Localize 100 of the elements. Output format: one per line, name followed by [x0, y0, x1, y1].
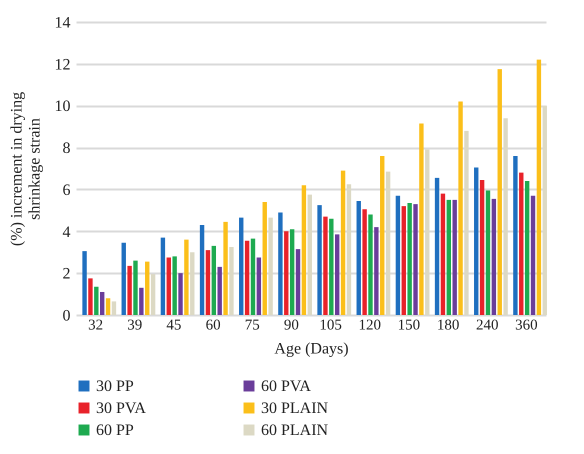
bar [413, 204, 418, 315]
bar [334, 234, 340, 315]
bar [212, 246, 216, 315]
x-tick-label: 90 [284, 318, 299, 334]
bar [317, 205, 322, 315]
x-axis-title: Age (Days) [274, 340, 349, 358]
bar [536, 60, 542, 315]
bar [380, 156, 384, 315]
x-tick-label: 32 [88, 318, 104, 334]
bar [94, 286, 99, 315]
bar [190, 252, 194, 315]
bar [368, 214, 373, 315]
bar [513, 156, 518, 315]
bar [346, 184, 352, 315]
bar [82, 251, 87, 315]
bar [139, 288, 144, 315]
bar [396, 196, 400, 315]
bar [160, 238, 166, 315]
bar [262, 202, 267, 315]
y-tick-label: 4 [62, 224, 70, 241]
bar [112, 301, 116, 315]
bar [88, 278, 93, 315]
bar [106, 298, 110, 315]
bar [458, 102, 463, 315]
bar [200, 225, 204, 315]
x-tick-label: 105 [319, 318, 342, 334]
y-axis-title: (%) increment in drying shrinkage strain [8, 92, 44, 246]
bar [452, 200, 457, 315]
legend-label: 30 PP [96, 378, 134, 395]
bar [498, 69, 502, 315]
bar [166, 257, 171, 315]
bar [268, 218, 273, 315]
bar [284, 231, 288, 315]
bar [302, 185, 306, 315]
bar [308, 194, 312, 315]
bar [150, 274, 156, 315]
bar [440, 194, 446, 315]
bar [402, 206, 406, 315]
bar [206, 250, 210, 315]
legend-label: 30 PVA [96, 400, 146, 417]
legend-label: 60 PLAIN [261, 422, 329, 439]
bar [178, 273, 183, 315]
legend-label: 30 PLAIN [261, 400, 329, 417]
x-tick-label: 45 [166, 318, 182, 334]
bar [446, 200, 452, 315]
bar [474, 167, 478, 315]
bar [256, 257, 262, 315]
bar [172, 256, 177, 315]
bar [323, 216, 328, 315]
bar [223, 222, 228, 315]
bar [524, 181, 530, 315]
y-tick-label: 14 [54, 14, 70, 32]
x-tick-label: 39 [127, 318, 142, 334]
x-tick-label: 360 [515, 318, 538, 334]
bar [542, 106, 547, 315]
bar [480, 180, 484, 315]
bar [329, 218, 334, 315]
bar [296, 249, 300, 315]
bar [145, 262, 150, 315]
bar [127, 266, 132, 315]
bar [217, 266, 222, 315]
bar [425, 150, 430, 315]
bar [434, 178, 440, 315]
bar [492, 198, 496, 315]
bar [386, 172, 390, 315]
x-tick-label: 240 [476, 318, 498, 334]
bar [184, 240, 189, 315]
bar [464, 130, 469, 315]
legend-label: 60 PVA [261, 378, 312, 395]
y-tick-label: 8 [62, 140, 70, 158]
bar [486, 190, 490, 315]
bar [278, 212, 283, 315]
bar [407, 203, 412, 315]
x-tick-label: 60 [206, 318, 221, 334]
bar [229, 246, 234, 315]
bar [374, 227, 379, 315]
x-tick-label: 75 [244, 318, 260, 334]
bar [133, 260, 138, 315]
y-tick-label: 0 [62, 308, 70, 324]
bar [239, 218, 244, 315]
bar [362, 209, 367, 315]
y-tick-label: 6 [62, 182, 70, 199]
x-tick-label: 150 [398, 318, 420, 334]
legend-label: 60 PP [96, 422, 134, 439]
bar [356, 200, 361, 315]
y-tick-label: 10 [54, 98, 70, 116]
bar [530, 196, 536, 315]
y-tick-label: 2 [62, 266, 70, 283]
x-tick-label: 180 [436, 318, 460, 334]
bar [290, 229, 294, 315]
bar [503, 118, 508, 315]
bar [122, 242, 126, 315]
bar [244, 240, 250, 315]
bar [519, 172, 524, 315]
bar [419, 124, 424, 315]
bar [250, 238, 256, 315]
y-tick-label: 12 [54, 56, 70, 74]
x-tick-label: 120 [358, 318, 381, 334]
bar [340, 170, 346, 315]
bar [100, 292, 104, 315]
